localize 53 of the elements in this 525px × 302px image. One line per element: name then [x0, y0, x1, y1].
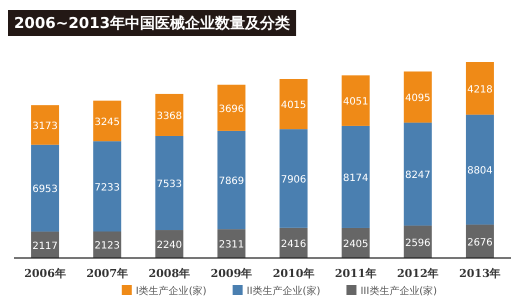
x-tick-label: 2013年 [459, 267, 501, 280]
data-label: 3245 [94, 116, 120, 128]
bar [466, 62, 494, 115]
chart-title: 2006~2013年中国医械企业数量及分类 [14, 14, 290, 32]
bar [280, 78, 308, 130]
bar [31, 144, 60, 232]
data-label: 3173 [32, 120, 58, 132]
bar [31, 105, 60, 145]
x-tick-label: 2011年 [334, 267, 376, 280]
data-label: 2240 [156, 240, 182, 252]
data-label: 3368 [156, 110, 182, 122]
data-label: 4051 [342, 96, 368, 108]
data-label: 7869 [218, 176, 244, 188]
bar [93, 141, 122, 232]
x-tick-label: 2009年 [210, 267, 252, 280]
data-label: 8174 [342, 172, 368, 184]
bar [342, 126, 370, 228]
data-label: 2596 [405, 238, 431, 249]
data-label: 8804 [467, 166, 493, 177]
bar [217, 130, 246, 230]
bar [217, 84, 246, 131]
data-label: 7906 [280, 174, 306, 186]
data-label: 7233 [94, 182, 120, 194]
bar [155, 136, 184, 230]
data-label: 2311 [218, 240, 244, 251]
data-label: 8247 [405, 170, 431, 182]
data-label: 2117 [32, 240, 58, 252]
bar [466, 114, 494, 225]
data-label: 2405 [342, 238, 368, 250]
legend-label: II类生产企业(家) [246, 285, 320, 297]
data-label: 4218 [467, 84, 493, 96]
bar [93, 100, 122, 142]
data-label: 2416 [280, 238, 306, 250]
bar [404, 71, 432, 123]
bar [404, 122, 432, 226]
x-tick-label: 2006年 [24, 267, 66, 280]
bar [342, 75, 370, 126]
x-tick-label: 2012年 [397, 267, 439, 280]
data-label: 2676 [467, 237, 493, 248]
legend-label: III类生产企业(家) [360, 285, 438, 297]
data-label: 6953 [32, 184, 58, 196]
data-label: 2123 [94, 240, 120, 252]
x-tick-label: 2007年 [86, 267, 128, 280]
data-label: 4095 [405, 93, 431, 104]
data-label: 4015 [280, 100, 306, 112]
bar [280, 129, 308, 228]
bar [155, 94, 184, 136]
data-label: 3696 [218, 104, 244, 115]
data-label: 7533 [156, 179, 182, 190]
x-tick-label: 2010年 [272, 267, 314, 280]
legend-label: I类生产企业(家) [136, 285, 207, 297]
title: 2006~2013年中国医械企业数量及分类 [8, 10, 296, 36]
x-tick-label: 2008年 [148, 267, 190, 280]
